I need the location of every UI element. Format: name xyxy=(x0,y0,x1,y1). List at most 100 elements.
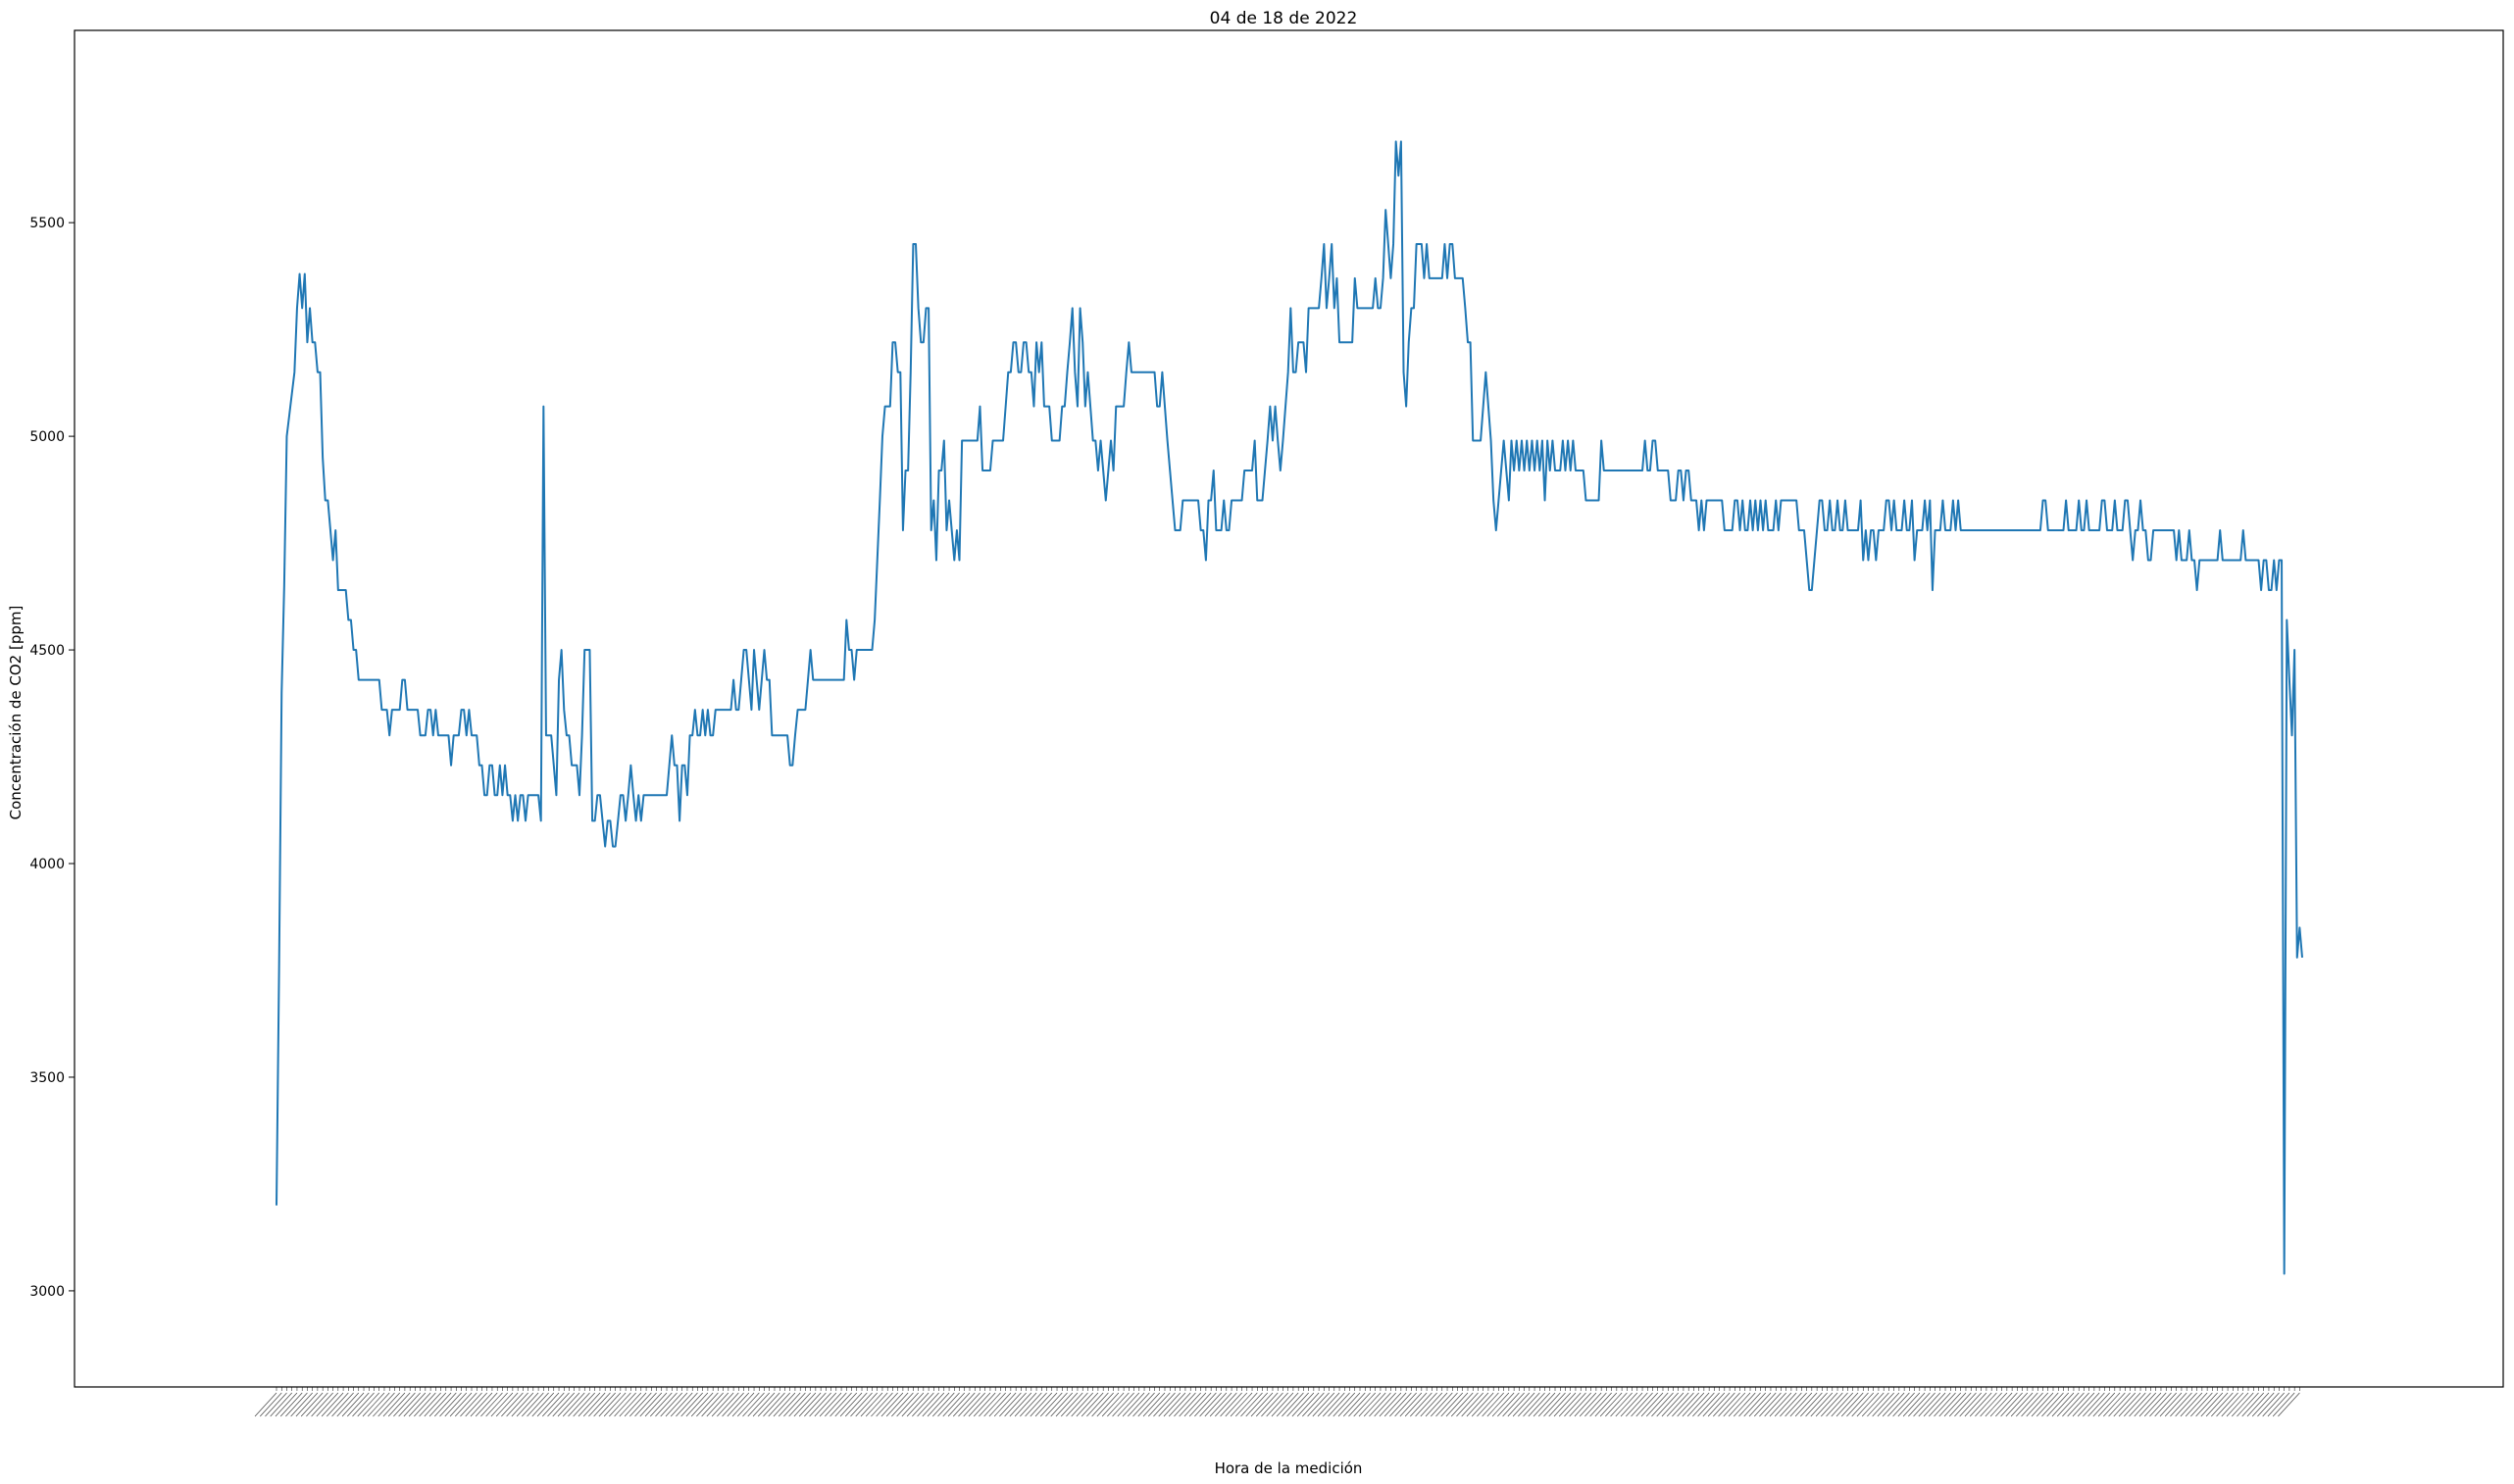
x-tick-label xyxy=(865,1392,888,1417)
x-tick-label xyxy=(1528,1392,1550,1417)
x-tick-label xyxy=(1686,1392,1710,1417)
x-tick-label xyxy=(1363,1392,1386,1417)
x-tick-label xyxy=(922,1392,945,1417)
x-tick-label xyxy=(1948,1392,1972,1417)
x-tick-label xyxy=(1415,1392,1437,1417)
x-tick-label xyxy=(347,1392,370,1417)
x-tick-label xyxy=(747,1392,770,1417)
x-tick-label xyxy=(2046,1392,2069,1417)
x-tick-label xyxy=(1635,1392,1658,1417)
x-tick-label xyxy=(793,1392,817,1417)
x-tick-label xyxy=(1240,1392,1263,1417)
y-axis-label: Concentración de CO2 [ppm] xyxy=(7,606,25,820)
x-tick-label xyxy=(2195,1392,2218,1417)
x-tick-label xyxy=(1835,1392,1859,1417)
x-tick-label xyxy=(275,1392,298,1417)
x-tick-label xyxy=(855,1392,878,1417)
x-tick-label xyxy=(825,1392,847,1417)
x-tick-label xyxy=(506,1392,528,1417)
x-tick-label xyxy=(434,1392,457,1417)
x-tick-label xyxy=(788,1392,811,1417)
x-tick-label xyxy=(2103,1392,2126,1417)
x-tick-label xyxy=(2251,1392,2275,1417)
x-tick-label xyxy=(1543,1392,1566,1417)
x-tick-label xyxy=(1209,1392,1232,1417)
x-tick-label xyxy=(393,1392,416,1417)
x-tick-label xyxy=(428,1392,452,1417)
x-tick-label xyxy=(2272,1392,2295,1417)
x-tick-label xyxy=(531,1392,555,1417)
x-tick-label xyxy=(490,1392,514,1417)
x-tick-label xyxy=(582,1392,606,1417)
x-tick-label xyxy=(2164,1392,2187,1417)
x-tick-label xyxy=(999,1392,1022,1417)
x-tick-label xyxy=(1030,1392,1053,1417)
x-tick-label xyxy=(593,1392,616,1417)
x-tick-label xyxy=(947,1392,971,1417)
x-tick-label xyxy=(614,1392,636,1417)
x-tick-label xyxy=(2221,1392,2243,1417)
x-tick-label xyxy=(1938,1392,1961,1417)
x-tick-label xyxy=(973,1392,996,1417)
x-axis-ticks xyxy=(254,1387,2300,1417)
x-tick-label xyxy=(1954,1392,1977,1417)
x-tick-label xyxy=(773,1392,796,1417)
x-tick-label xyxy=(983,1392,1006,1417)
x-tick-label xyxy=(1677,1392,1699,1417)
x-tick-label xyxy=(988,1392,1012,1417)
x-tick-label xyxy=(2010,1392,2034,1417)
chart-title: 04 de 18 de 2022 xyxy=(1210,9,1358,28)
x-tick-label xyxy=(1374,1392,1396,1417)
x-tick-label xyxy=(2021,1392,2043,1417)
x-tick-label xyxy=(758,1392,780,1417)
x-tick-label xyxy=(1348,1392,1371,1417)
x-tick-label xyxy=(557,1392,580,1417)
x-tick-label xyxy=(1553,1392,1577,1417)
x-tick-label xyxy=(2267,1392,2290,1417)
x-tick-label xyxy=(1989,1392,2013,1417)
x-tick-label xyxy=(279,1392,303,1417)
x-tick-label xyxy=(311,1392,333,1417)
x-tick-label xyxy=(475,1392,498,1417)
x-tick-label xyxy=(1877,1392,1900,1417)
x-tick-label xyxy=(665,1392,688,1417)
x-tick-label xyxy=(2205,1392,2229,1417)
x-tick-label xyxy=(2232,1392,2254,1417)
x-tick-label xyxy=(1707,1392,1731,1417)
x-tick-label xyxy=(1291,1392,1315,1417)
x-tick-label xyxy=(547,1392,570,1417)
x-tick-label xyxy=(850,1392,873,1417)
x-tick-label xyxy=(1255,1392,1279,1417)
x-tick-label xyxy=(1286,1392,1309,1417)
x-tick-label xyxy=(536,1392,560,1417)
x-tick-label xyxy=(254,1392,277,1417)
x-tick-label xyxy=(2056,1392,2080,1417)
x-tick-label xyxy=(2016,1392,2038,1417)
x-tick-label xyxy=(598,1392,622,1417)
x-tick-label xyxy=(327,1392,349,1417)
x-tick-label xyxy=(1174,1392,1196,1417)
x-tick-label xyxy=(542,1392,565,1417)
x-tick-label xyxy=(1502,1392,1525,1417)
x-tick-label xyxy=(1137,1392,1160,1417)
x-tick-label xyxy=(609,1392,631,1417)
x-tick-label xyxy=(1009,1392,1032,1417)
x-tick-label xyxy=(1225,1392,1248,1417)
x-tick-label xyxy=(1471,1392,1494,1417)
x-tick-label xyxy=(1584,1392,1607,1417)
x-tick-label xyxy=(783,1392,806,1417)
x-tick-label xyxy=(798,1392,822,1417)
x-tick-label xyxy=(958,1392,980,1417)
x-tick-label xyxy=(830,1392,852,1417)
x-tick-label xyxy=(1250,1392,1274,1417)
x-tick-label xyxy=(2097,1392,2121,1417)
x-tick-label xyxy=(1518,1392,1540,1417)
x-tick-label xyxy=(752,1392,776,1417)
x-tick-label xyxy=(1666,1392,1689,1417)
x-tick-label xyxy=(860,1392,883,1417)
x-tick-label xyxy=(352,1392,375,1417)
x-tick-label xyxy=(1626,1392,1648,1417)
x-tick-label xyxy=(362,1392,385,1417)
x-tick-label xyxy=(1025,1392,1047,1417)
x-tick-label xyxy=(2108,1392,2131,1417)
